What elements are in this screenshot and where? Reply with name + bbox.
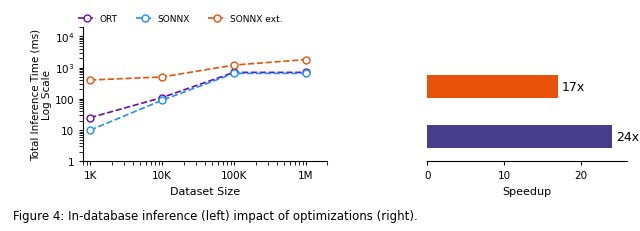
SONNX ext. xyxy=(230,64,238,67)
Text: 17x: 17x xyxy=(562,81,585,94)
Legend: ORT, SONNX, SONNX ext.: ORT, SONNX, SONNX ext. xyxy=(76,12,285,27)
ORT xyxy=(86,117,94,119)
SONNX xyxy=(158,99,166,102)
SONNX ext. xyxy=(158,76,166,79)
ORT xyxy=(230,72,238,74)
SONNX xyxy=(86,129,94,132)
ORT xyxy=(158,97,166,100)
ORT xyxy=(302,72,310,74)
SONNX ext. xyxy=(302,59,310,62)
X-axis label: Dataset Size: Dataset Size xyxy=(170,186,241,196)
Text: 24x: 24x xyxy=(616,131,639,143)
SONNX ext. xyxy=(86,79,94,82)
Y-axis label: Total Inference Time (ms)
Log Scale: Total Inference Time (ms) Log Scale xyxy=(30,29,52,161)
SONNX xyxy=(302,73,310,76)
Text: Figure 4: In-database inference (left) impact of optimizations (right).: Figure 4: In-database inference (left) i… xyxy=(13,209,417,222)
X-axis label: Speedup: Speedup xyxy=(502,186,552,196)
Bar xyxy=(428,76,558,98)
Line: SONNX ext.: SONNX ext. xyxy=(86,57,309,84)
Line: ORT: ORT xyxy=(86,70,309,122)
SONNX xyxy=(230,73,238,76)
Bar xyxy=(428,126,612,148)
Line: SONNX: SONNX xyxy=(86,71,309,134)
